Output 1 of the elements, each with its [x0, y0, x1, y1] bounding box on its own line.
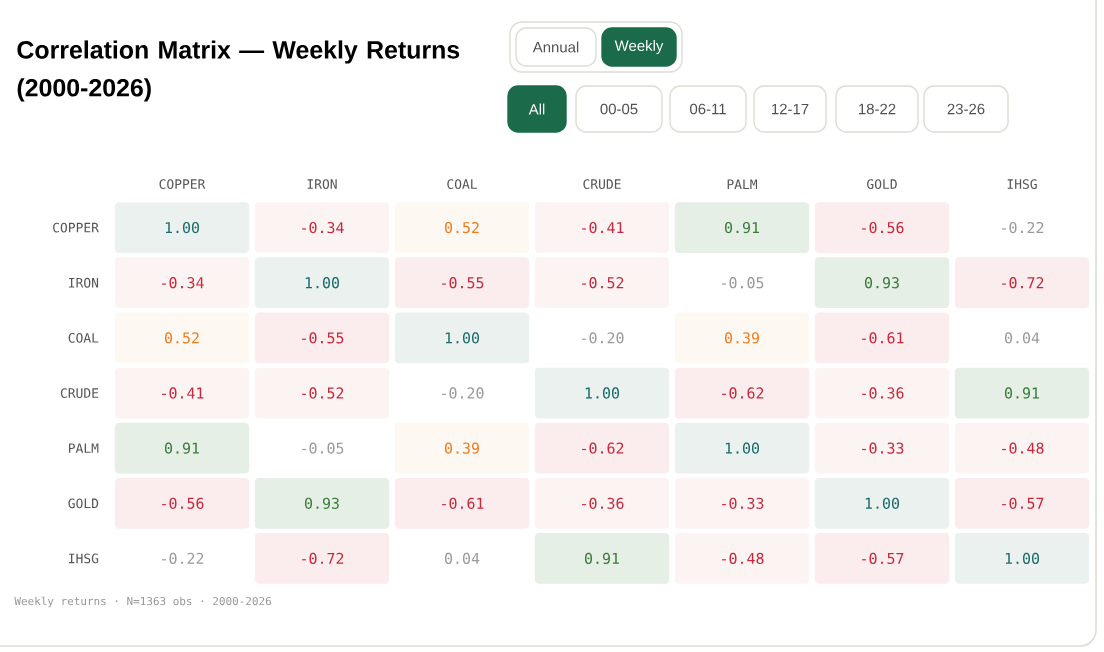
chart-title: Correlation Matrix — Weekly Returns (2000-2026) [17, 40, 460, 102]
